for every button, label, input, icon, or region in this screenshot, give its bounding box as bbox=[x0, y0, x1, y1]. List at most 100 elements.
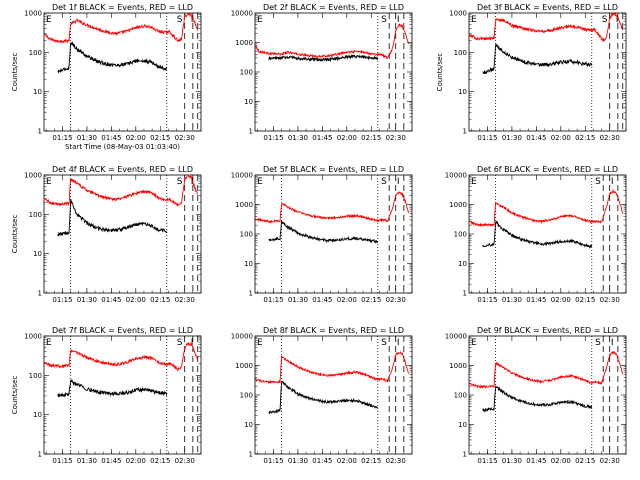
x-tick-label: 01:45 bbox=[101, 134, 121, 142]
y-tick-label: 100 bbox=[29, 49, 42, 57]
event-marker-e: E bbox=[471, 15, 477, 25]
x-tick-label: 02:15 bbox=[150, 457, 170, 465]
x-tick-label: 02:30 bbox=[386, 296, 406, 304]
y-tick-label: 1000 bbox=[24, 172, 42, 180]
event-marker-i: I bbox=[397, 15, 400, 25]
x-tick-label: 02:00 bbox=[337, 457, 357, 465]
plot-frame bbox=[43, 335, 202, 455]
series-line-events bbox=[57, 379, 168, 398]
x-tick-label: 01:30 bbox=[77, 457, 97, 465]
series-line-lld bbox=[469, 12, 624, 43]
y-tick-label: 10 bbox=[458, 260, 467, 268]
y-tick-label: 1000 bbox=[235, 362, 253, 370]
x-tick-label: 01:45 bbox=[526, 457, 546, 465]
detector-panel: Det 7f BLACK = Events, RED = LLD 1 10 100 10… bbox=[11, 326, 202, 465]
y-tick-label: 10000 bbox=[445, 172, 467, 180]
detector-panel: Det 3f BLACK = Events, RED = LLD 1 10 100 10… bbox=[436, 3, 627, 142]
y-tick-label: 10000 bbox=[231, 172, 253, 180]
event-marker-e: E bbox=[46, 338, 52, 348]
series-line-lld bbox=[44, 12, 198, 44]
series-line-lld bbox=[44, 341, 199, 372]
x-tick-label: 01:30 bbox=[77, 134, 97, 142]
y-tick-label: 1000 bbox=[24, 10, 42, 18]
x-tick-label: 02:00 bbox=[126, 134, 146, 142]
x-tick-label: 02:15 bbox=[361, 296, 381, 304]
x-tick-label: 01:15 bbox=[52, 296, 72, 304]
chart-title: Det 8f BLACK = Events, RED = LLD bbox=[263, 326, 404, 335]
y-tick-label: 100 bbox=[29, 211, 42, 219]
x-tick-label: 01:30 bbox=[288, 457, 308, 465]
event-marker-i: I bbox=[191, 177, 194, 187]
chart-title: Det 6f BLACK = Events, RED = LLD bbox=[477, 165, 618, 174]
x-tick-label: 02:00 bbox=[551, 296, 571, 304]
y-axis-label: Counts/sec bbox=[436, 53, 444, 92]
chart-title: Det 7f BLACK = Events, RED = LLD bbox=[52, 326, 193, 335]
x-tick-label: 01:15 bbox=[263, 296, 283, 304]
x-tick-label: 01:45 bbox=[526, 296, 546, 304]
x-tick-label: 01:15 bbox=[263, 457, 283, 465]
chart-title: Det 9f BLACK = Events, RED = LLD bbox=[477, 326, 618, 335]
event-marker-s: S bbox=[177, 338, 183, 348]
x-tick-label: 02:15 bbox=[575, 296, 595, 304]
plot-frame bbox=[254, 335, 413, 455]
x-tick-label: 02:30 bbox=[600, 457, 620, 465]
x-tick-label: 01:15 bbox=[263, 134, 283, 142]
event-marker-i: I bbox=[191, 15, 194, 25]
y-tick-label: 1000 bbox=[24, 333, 42, 341]
event-marker-i: I bbox=[397, 177, 400, 187]
series-line-events bbox=[482, 43, 593, 75]
event-marker-i: I bbox=[191, 338, 194, 348]
y-tick-label: 10000 bbox=[231, 10, 253, 18]
y-tick-label: 1000 bbox=[449, 10, 467, 18]
series-line-events bbox=[268, 220, 379, 244]
x-tick-label: 01:30 bbox=[502, 296, 522, 304]
y-tick-label: 10 bbox=[458, 88, 467, 96]
y-tick-label: 1000 bbox=[449, 362, 467, 370]
detector-panel: Det 9f BLACK = Events, RED = LLD 1 10 100 10… bbox=[445, 326, 627, 465]
x-tick-label: 02:15 bbox=[150, 296, 170, 304]
x-tick-label: 01:45 bbox=[526, 134, 546, 142]
event-marker-s: S bbox=[595, 177, 601, 187]
y-tick-label: 1 bbox=[463, 290, 467, 298]
event-marker-e: E bbox=[46, 177, 52, 187]
chart-title: Det 4f BLACK = Events, RED = LLD bbox=[52, 165, 193, 174]
plot-frame bbox=[43, 12, 202, 132]
y-tick-label: 100 bbox=[454, 231, 467, 239]
y-tick-label: 1000 bbox=[449, 201, 467, 209]
detector-panel: Det 2f BLACK = Events, RED = LLD 1 10 100 10… bbox=[231, 3, 413, 142]
detector-panel: Det 1f BLACK = Events, RED = LLD 1 10 100 10… bbox=[11, 3, 202, 151]
y-tick-label: 1 bbox=[38, 290, 42, 298]
series-line-events bbox=[268, 381, 379, 415]
y-tick-label: 1 bbox=[249, 128, 253, 136]
y-tick-label: 10 bbox=[244, 421, 253, 429]
x-tick-label: 01:15 bbox=[477, 134, 497, 142]
x-tick-label: 02:30 bbox=[386, 134, 406, 142]
x-tick-label: 01:45 bbox=[101, 296, 121, 304]
y-tick-label: 1000 bbox=[235, 39, 253, 47]
detector-panel: Det 8f BLACK = Events, RED = LLD 1 10 100 10… bbox=[231, 326, 413, 465]
y-tick-label: 1 bbox=[38, 128, 42, 136]
x-tick-label: 02:30 bbox=[175, 457, 195, 465]
x-axis-label: Start Time (08-May-03 01:03:40) bbox=[65, 143, 180, 151]
event-marker-e: E bbox=[257, 15, 263, 25]
event-marker-s: S bbox=[177, 177, 183, 187]
x-tick-label: 02:00 bbox=[337, 134, 357, 142]
chart-title: Det 5f BLACK = Events, RED = LLD bbox=[263, 165, 404, 174]
series-line-lld bbox=[255, 23, 410, 60]
chart-title: Det 2f BLACK = Events, RED = LLD bbox=[263, 3, 404, 12]
x-tick-label: 01:30 bbox=[502, 457, 522, 465]
x-tick-label: 02:15 bbox=[150, 134, 170, 142]
x-tick-label: 01:30 bbox=[77, 296, 97, 304]
x-tick-label: 01:30 bbox=[288, 296, 308, 304]
x-tick-label: 01:15 bbox=[477, 457, 497, 465]
y-tick-label: 1000 bbox=[235, 201, 253, 209]
x-tick-label: 01:45 bbox=[312, 134, 332, 142]
event-marker-e: E bbox=[257, 177, 263, 187]
y-tick-label: 10 bbox=[33, 250, 42, 258]
event-marker-s: S bbox=[602, 15, 608, 25]
event-marker-s: S bbox=[381, 338, 387, 348]
y-tick-label: 1 bbox=[463, 128, 467, 136]
plot-frame bbox=[468, 335, 627, 455]
series-line-events bbox=[57, 198, 168, 237]
y-tick-label: 10 bbox=[458, 421, 467, 429]
